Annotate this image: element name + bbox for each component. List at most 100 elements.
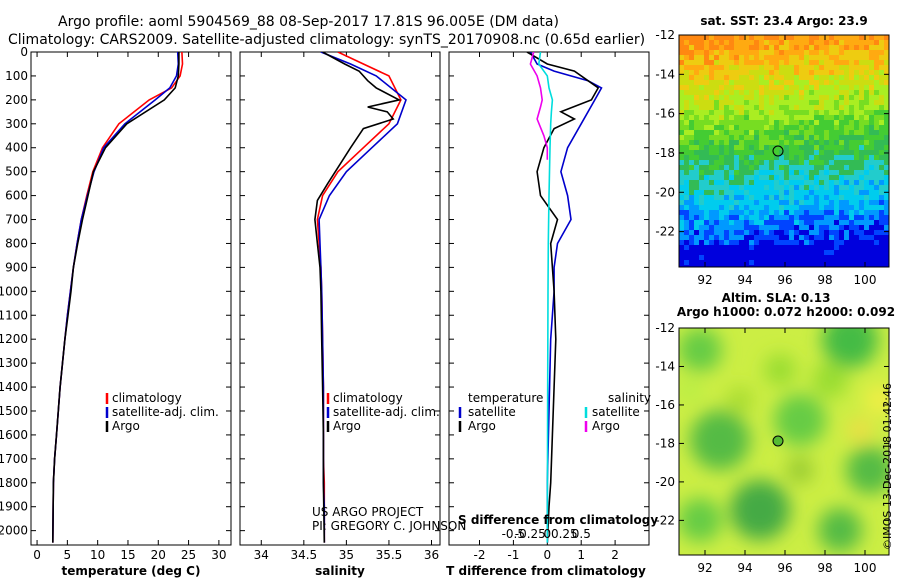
sst-cell xyxy=(739,175,744,180)
sst-cell xyxy=(699,150,704,155)
sst-cell xyxy=(739,260,744,265)
sst-cell xyxy=(879,185,884,190)
sst-cell xyxy=(694,165,699,170)
sst-cell xyxy=(709,40,714,45)
sst-cell xyxy=(709,110,714,115)
sst-cell xyxy=(769,180,774,185)
sst-cell xyxy=(794,235,799,240)
sst-cell xyxy=(729,90,734,95)
sst-cell xyxy=(854,165,859,170)
sst-cell xyxy=(714,125,719,130)
x-tick-label: 0 xyxy=(33,548,41,562)
sst-cell xyxy=(859,105,864,110)
sst-cell xyxy=(794,65,799,70)
figure-title-line2: Climatology: CARS2009. Satellite-adjuste… xyxy=(8,32,645,48)
sst-cell xyxy=(844,260,849,265)
sst-cell xyxy=(684,235,689,240)
sst-cell xyxy=(764,40,769,45)
sst-cell xyxy=(694,130,699,135)
sst-cell xyxy=(779,155,784,160)
map-y-tick-label: -18 xyxy=(655,146,675,160)
sst-cell xyxy=(854,120,859,125)
sst-cell xyxy=(869,55,874,60)
sst-cell xyxy=(764,105,769,110)
sst-cell xyxy=(869,225,874,230)
sst-cell xyxy=(684,40,689,45)
sst-cell xyxy=(739,180,744,185)
sst-cell xyxy=(794,245,799,250)
sst-cell xyxy=(679,195,684,200)
sst-cell xyxy=(804,135,809,140)
sst-cell xyxy=(819,120,824,125)
sst-cell xyxy=(829,175,834,180)
sst-cell xyxy=(779,95,784,100)
sst-cell xyxy=(774,115,779,120)
sst-cell xyxy=(779,255,784,260)
sst-cell xyxy=(864,170,869,175)
sst-cell xyxy=(679,175,684,180)
sst-cell xyxy=(789,65,794,70)
sst-cell xyxy=(784,205,789,210)
sst-cell xyxy=(699,180,704,185)
sst-cell xyxy=(744,170,749,175)
sst-cell xyxy=(884,140,889,145)
sst-cell xyxy=(724,225,729,230)
sst-cell xyxy=(809,100,814,105)
sst-cell xyxy=(689,150,694,155)
sst-cell xyxy=(774,50,779,55)
sst-cell xyxy=(749,125,754,130)
sst-cell xyxy=(744,45,749,50)
sst-cell xyxy=(804,180,809,185)
sst-cell xyxy=(694,210,699,215)
sst-cell xyxy=(884,40,889,45)
legend-temperature-title: temperature xyxy=(468,391,543,405)
sst-cell xyxy=(814,240,819,245)
sst-cell xyxy=(869,75,874,80)
sst-cell xyxy=(679,35,684,40)
sst-cell xyxy=(704,225,709,230)
sst-cell xyxy=(714,35,719,40)
sst-cell xyxy=(759,65,764,70)
sst-cell xyxy=(869,190,874,195)
sst-cell xyxy=(864,75,869,80)
sst-cell xyxy=(794,70,799,75)
sst-cell xyxy=(884,260,889,265)
sst-cell xyxy=(769,70,774,75)
sst-cell xyxy=(879,180,884,185)
sst-cell xyxy=(884,135,889,140)
sst-cell xyxy=(879,75,884,80)
sst-cell xyxy=(719,150,724,155)
sst-cell xyxy=(844,180,849,185)
sst-cell xyxy=(729,155,734,160)
sst-cell xyxy=(744,105,749,110)
sst-cell xyxy=(764,210,769,215)
sst-cell xyxy=(854,65,859,70)
sst-cell xyxy=(719,160,724,165)
sst-cell xyxy=(814,175,819,180)
sst-cell xyxy=(804,190,809,195)
sst-cell xyxy=(749,260,754,265)
sst-cell xyxy=(699,245,704,250)
sst-cell xyxy=(879,105,884,110)
depth-tick-label: 900 xyxy=(5,260,28,274)
sst-cell xyxy=(814,265,819,267)
sst-cell xyxy=(679,140,684,145)
sst-cell xyxy=(819,130,824,135)
sst-cell xyxy=(744,90,749,95)
sst-cell xyxy=(684,60,689,65)
sst-cell xyxy=(744,195,749,200)
sst-cell xyxy=(734,185,739,190)
sst-cell xyxy=(754,85,759,90)
sst-cell xyxy=(684,160,689,165)
sst-cell xyxy=(854,80,859,85)
sst-cell xyxy=(784,40,789,45)
sst-cell xyxy=(699,210,704,215)
x-tick-label: -1 xyxy=(507,548,519,562)
sst-cell xyxy=(779,260,784,265)
sst-cell xyxy=(844,100,849,105)
sst-cell xyxy=(874,240,879,245)
sst-cell xyxy=(739,85,744,90)
sst-cell xyxy=(679,250,684,255)
sst-cell xyxy=(719,40,724,45)
sst-cell xyxy=(739,80,744,85)
